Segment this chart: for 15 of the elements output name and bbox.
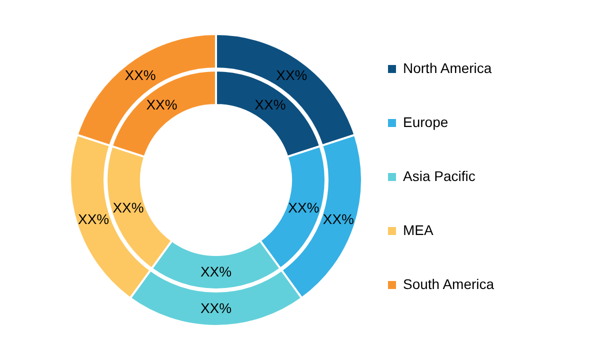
data-label: XX% [322, 210, 354, 227]
data-label: XX% [288, 200, 320, 216]
data-label: XX% [276, 66, 308, 83]
legend-label: North America [403, 60, 492, 76]
legend-label: Asia Pacific [403, 168, 476, 184]
data-label: XX% [200, 263, 232, 280]
legend-label: MEA [403, 222, 434, 238]
data-label: XX% [112, 200, 144, 216]
data-label: XX% [254, 96, 286, 112]
legend-label: Europe [403, 114, 448, 130]
data-label: XX% [200, 300, 232, 316]
data-label: XX% [78, 210, 110, 227]
data-label: XX% [124, 66, 156, 83]
data-label: XX% [146, 96, 178, 112]
legend-label: South America [403, 276, 494, 292]
